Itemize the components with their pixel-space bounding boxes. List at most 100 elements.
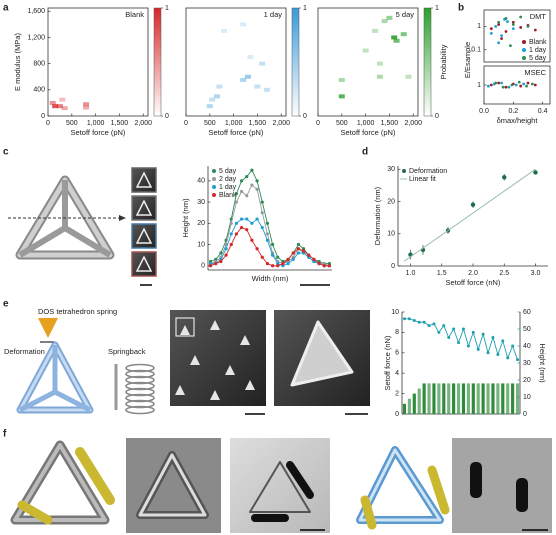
data-point: [519, 26, 523, 29]
line-marker: [437, 330, 441, 334]
x-tick-label: 500: [336, 120, 348, 127]
line-marker: [317, 262, 321, 266]
legend-label: Blank: [529, 39, 547, 46]
bar: [466, 383, 470, 414]
data-point: [510, 83, 514, 87]
colorbar-tick-label: 1: [435, 5, 439, 12]
y-tick-label: 0: [201, 263, 205, 270]
line-marker: [239, 225, 244, 230]
x-tick-label: 3.0: [531, 270, 541, 277]
gold-rod: [360, 495, 377, 530]
afm-particle: [175, 385, 185, 395]
heat-cell: [376, 74, 383, 79]
y-tick-label: 20: [197, 220, 205, 227]
line-marker: [255, 187, 259, 191]
y2-axis-label: Height (nm): [538, 343, 547, 383]
legend-marker: [522, 40, 526, 44]
data-point: [494, 24, 498, 28]
line-marker: [229, 221, 233, 225]
line-marker: [214, 262, 218, 266]
legend-marker: [212, 185, 216, 189]
line-marker: [322, 264, 326, 268]
tetrahedron-edge: [18, 225, 67, 258]
legend-marker: [522, 48, 526, 52]
y-tick-label: 10: [391, 309, 399, 316]
x-tick-label: 1,500: [249, 120, 267, 127]
heat-cell: [405, 74, 412, 79]
line-marker: [250, 168, 254, 172]
line-marker: [260, 225, 264, 230]
bar: [402, 403, 407, 414]
y2-tick-label: 60: [523, 309, 531, 316]
legend-label: 1 day: [219, 184, 237, 191]
bar: [501, 383, 505, 414]
heat-cell: [400, 32, 407, 37]
line-marker: [260, 211, 264, 215]
heat-cell: [216, 84, 223, 89]
afm-image: [170, 310, 266, 406]
y-tick-label: 10: [387, 231, 395, 238]
line-marker: [312, 257, 316, 261]
arrow-head: [119, 215, 126, 221]
x-tick-label: 2,000: [272, 120, 290, 127]
annotation: Deformation: [4, 347, 45, 356]
x-tick-label: 0.0: [479, 108, 489, 115]
x-tick-label: 1.0: [406, 270, 416, 277]
x-tick-label: 2.5: [499, 270, 509, 277]
y-axis-label: Setoff force (nN): [383, 335, 392, 390]
data-point: [517, 80, 521, 84]
heat-cell: [338, 78, 345, 82]
heat-cell: [393, 38, 400, 43]
afm-particle: [190, 355, 200, 365]
line-marker: [250, 183, 254, 187]
x-tick-label: 1,000: [357, 120, 375, 127]
data-point: [497, 23, 501, 26]
line-marker: [457, 341, 461, 345]
annotation: DOS tetrahedron spring: [38, 307, 117, 316]
afm-particle: [240, 335, 250, 345]
afm-triangle: [135, 227, 153, 244]
y-tick-label: 0.1: [471, 47, 481, 54]
line-marker: [270, 242, 275, 247]
colorbar-label: Probability: [439, 44, 448, 79]
gold-rod: [516, 478, 528, 512]
bar: [442, 383, 446, 414]
panel-label: a: [3, 3, 9, 14]
afm-triangle: [135, 171, 153, 188]
data-point: [489, 27, 493, 31]
y-axis-label: Height (nm): [181, 198, 190, 238]
spring-coil: [125, 387, 155, 397]
x-tick-label: 1.5: [437, 270, 447, 277]
heat-cell: [59, 97, 66, 102]
heat-cell: [240, 22, 247, 27]
line-marker: [265, 238, 270, 242]
heat-cell: [83, 102, 90, 107]
data-point: [504, 30, 508, 33]
y-tick-label: 4: [395, 370, 399, 377]
legend-label: Linear fit: [409, 176, 436, 183]
x-tick-label: 0: [316, 120, 320, 127]
colorbar: [291, 7, 300, 117]
heat-cell: [391, 35, 398, 40]
x-tick-label: 2,000: [134, 120, 152, 127]
heat-cell: [372, 28, 379, 33]
data-point: [502, 175, 507, 180]
line-marker: [417, 320, 421, 324]
line-marker: [255, 217, 259, 221]
line-marker: [245, 175, 249, 179]
data-point: [500, 37, 503, 40]
line-marker: [208, 264, 213, 268]
x-tick-label: 2,000: [404, 120, 422, 127]
line-marker: [245, 217, 249, 221]
gold-rod: [17, 500, 53, 525]
x-tick-label: 1,000: [87, 120, 105, 127]
tetrahedron: [17, 177, 113, 258]
spring-coil: [125, 381, 155, 391]
bar: [417, 388, 421, 414]
heat-cell: [206, 104, 213, 109]
line-marker: [276, 264, 280, 268]
afm-particle: [225, 365, 235, 375]
heat-cell: [83, 105, 90, 110]
line-marker: [234, 232, 239, 236]
